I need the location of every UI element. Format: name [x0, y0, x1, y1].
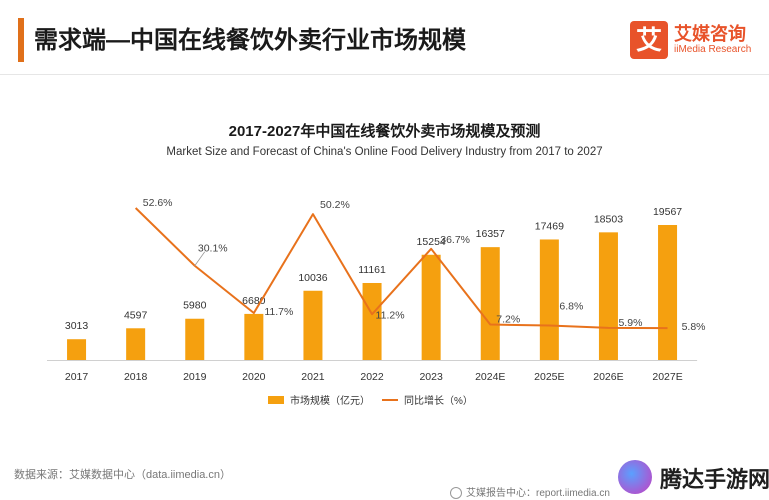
x-tick-label: 2019 [183, 371, 207, 383]
x-tick-label: 2023 [419, 371, 443, 383]
growth-value-label: 50.2% [320, 199, 350, 211]
legend-swatch-bar [268, 396, 284, 404]
growth-value-label: 30.1% [198, 243, 228, 255]
bar-value-label: 5980 [183, 300, 207, 312]
chart-subtitle: Market Size and Forecast of China's Onli… [166, 146, 603, 158]
x-tick-label: 2027E [652, 371, 682, 383]
globe-icon [450, 487, 462, 500]
iimedia-logo: 艾 艾媒咨询 iiMedia Research [630, 18, 760, 64]
x-tick-label: 2018 [124, 371, 148, 383]
bar-value-label: 17469 [535, 220, 564, 232]
report-footer-text: 艾媒报告中心：report.iimedia.cn [466, 488, 610, 499]
bar [658, 225, 678, 360]
watermark-badge-icon [618, 460, 652, 494]
bar [185, 318, 205, 360]
bar-value-label: 15254 [417, 236, 446, 248]
label-leader-line [194, 251, 206, 266]
growth-value-label: 52.6% [143, 197, 173, 209]
growth-value-label: 36.7% [440, 234, 470, 246]
x-tick-label: 2017 [65, 371, 89, 383]
bar [244, 313, 264, 360]
bar-value-label: 4597 [124, 309, 148, 321]
growth-value-label: 11.2% [376, 309, 405, 321]
legend-label-line: 同比增长（%） [404, 394, 473, 407]
bar [421, 254, 441, 360]
growth-value-label: 6.8% [559, 301, 583, 313]
bar-value-label: 19567 [653, 206, 682, 218]
bar [67, 339, 87, 360]
x-tick-label: 2021 [301, 371, 325, 383]
header-divider [0, 74, 769, 75]
bar [362, 282, 382, 360]
logo-mark-icon: 艾 [630, 21, 668, 59]
x-tick-label: 2024E [475, 371, 505, 383]
bar-value-label: 18503 [594, 213, 623, 225]
legend-label-bar: 市场规模（亿元） [290, 394, 370, 407]
source-note: 数据来源：艾媒数据中心（data.iimedia.cn） [14, 469, 231, 481]
growth-value-label: 7.2% [496, 314, 520, 326]
bar-value-label: 3013 [65, 320, 89, 332]
growth-value-label: 5.8% [682, 321, 706, 333]
x-tick-label: 2022 [360, 371, 384, 383]
x-tick-label: 2026E [593, 371, 623, 383]
growth-line [134, 207, 668, 330]
bar [598, 232, 618, 360]
growth-value-label: 11.7% [264, 306, 293, 318]
x-tick-label: 2020 [242, 371, 266, 383]
bar [539, 239, 559, 360]
page-title: 需求端—中国在线餐饮外卖行业市场规模 [34, 27, 466, 54]
bar [126, 328, 146, 360]
bar-value-label: 10036 [298, 272, 327, 284]
bar [480, 247, 500, 360]
logo-name-cn: 艾媒咨询 [674, 24, 746, 44]
watermark-text: 腾达手游网 [660, 467, 769, 492]
bar [303, 290, 323, 360]
x-tick-label: 2025E [534, 371, 564, 383]
title-accent-bar [18, 18, 24, 62]
bar-value-label: 11161 [358, 264, 386, 276]
bar-value-label: 16357 [476, 228, 505, 240]
header: 需求端—中国在线餐饮外卖行业市场规模 艾 艾媒咨询 iiMedia Resear… [0, 0, 769, 72]
report-footer: 艾媒报告中心：report.iimedia.cn [450, 484, 610, 500]
logo-name-en: iiMedia Research [674, 44, 752, 55]
watermark: 腾达手游网 [612, 456, 769, 500]
chart-title: 2017-2027年中国在线餐饮外卖市场规模及预测 [228, 123, 541, 140]
growth-value-label: 5.9% [618, 317, 642, 329]
